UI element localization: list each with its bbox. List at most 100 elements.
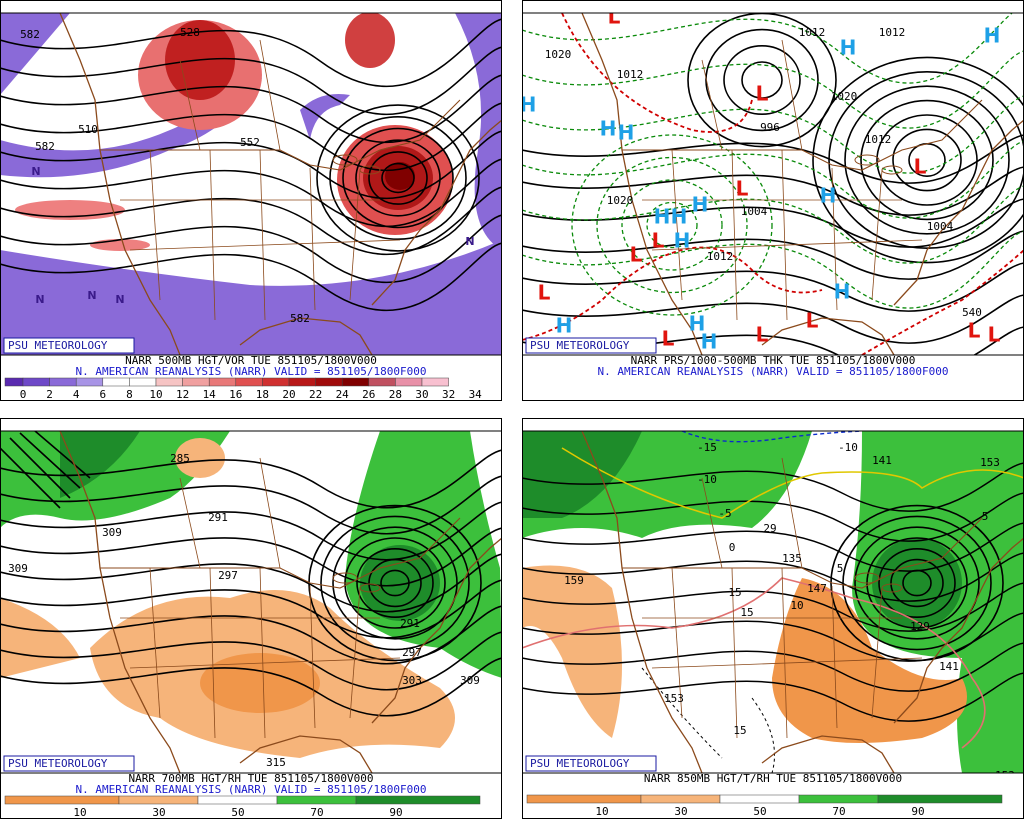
contour-line <box>854 526 980 640</box>
contour-line <box>332 526 458 640</box>
logo-box <box>3 337 135 354</box>
contour-label: 309 <box>460 674 480 687</box>
colorbar-swatch <box>22 377 50 387</box>
contour-label: 297 <box>218 569 238 582</box>
state-line <box>701 59 723 151</box>
contour-label: 540 <box>962 306 982 319</box>
colorbar-label: 22 <box>309 388 322 401</box>
contour-line <box>380 569 410 597</box>
colorbar-swatch <box>395 377 423 387</box>
contour-line <box>0 242 502 312</box>
coastline <box>581 431 703 773</box>
contour-line <box>844 85 1010 235</box>
panel-subtitle: N. AMERICAN REANALYSIS (NARR) VALID = 85… <box>76 365 427 378</box>
humidity-area <box>0 431 230 528</box>
coastline <box>893 537 1024 724</box>
contour-label: 303 <box>402 674 422 687</box>
contour-line <box>368 558 422 608</box>
state-line <box>671 567 683 719</box>
vorticity-area <box>0 70 262 178</box>
contour-label: 1012 <box>799 26 826 39</box>
panel-frame <box>0 0 502 401</box>
colorbar-swatch <box>421 377 449 387</box>
contour-label: 1012 <box>865 133 892 146</box>
contour-line <box>522 95 1024 174</box>
colorbar-label: 12 <box>176 388 189 401</box>
contour-line <box>0 431 91 509</box>
contour-line <box>892 128 962 192</box>
contour-label: -15 <box>697 441 717 454</box>
contour-line <box>320 515 470 651</box>
contour-line <box>0 18 502 88</box>
contour-line <box>0 553 502 613</box>
vorticity-area <box>0 240 502 355</box>
coastline <box>239 735 373 773</box>
humidity-area <box>522 565 622 738</box>
state-line <box>349 587 361 719</box>
contour-line <box>828 71 1024 249</box>
contour-line <box>0 130 502 200</box>
pressure-center: L <box>988 323 1001 347</box>
colorbar-swatch <box>262 377 290 387</box>
contour-label: 297 <box>402 646 422 659</box>
colorbar-label: 30 <box>152 806 165 819</box>
contour-label: 291 <box>208 511 228 524</box>
pressure-center: H <box>689 312 706 336</box>
pressure-center: H <box>600 117 617 141</box>
humidity-area <box>772 578 967 743</box>
contour-label: 309 <box>8 562 28 575</box>
colorbar-label: 70 <box>832 805 845 818</box>
contour-label: 153 <box>995 769 1015 782</box>
state-line <box>871 587 883 719</box>
pressure-center: H <box>671 205 688 229</box>
pressure-center: L <box>756 82 769 106</box>
colorbar-swatch <box>719 794 800 804</box>
colorbar-label: 2 <box>46 388 53 401</box>
pressure-center: L <box>806 309 819 333</box>
contour-line <box>522 642 1024 692</box>
colorbar-label: 10 <box>73 806 86 819</box>
contour-line <box>522 134 1024 184</box>
state-line <box>701 477 723 569</box>
logo-box <box>3 755 135 772</box>
colorbar-swatch <box>276 795 357 805</box>
coastline <box>371 119 502 306</box>
contour-line <box>890 558 944 608</box>
colorbar-swatch <box>49 377 77 387</box>
lake <box>854 572 880 584</box>
map-panel: 285 309 309 291 297 291 297 303 309 315 PSU METEOR… <box>0 418 502 819</box>
contour-line <box>571 134 773 316</box>
colorbar-label: 6 <box>99 388 106 401</box>
contour-line <box>0 501 502 561</box>
pressure-center: L <box>756 323 769 347</box>
colorbar-swatch <box>288 377 316 387</box>
colorbar-label: 50 <box>753 805 766 818</box>
contour-label: 582 <box>20 28 40 41</box>
state-line <box>731 149 738 321</box>
contour-line <box>0 158 502 228</box>
contour-line <box>522 230 1024 280</box>
contour-line <box>522 492 1024 542</box>
contour-line <box>522 552 1024 602</box>
contour-line <box>723 44 801 116</box>
contour-line <box>522 672 1024 722</box>
state-line <box>149 149 161 301</box>
coastline <box>761 317 895 355</box>
contour-line <box>876 114 978 206</box>
contour-label: 291 <box>400 617 420 630</box>
pressure-center: N <box>87 289 96 302</box>
colorbar-label: 30 <box>415 388 428 401</box>
pressure-center: H <box>692 193 709 217</box>
vorticity-area <box>455 13 502 250</box>
state-line <box>781 457 803 569</box>
logo: PSU METEOROLOGY <box>530 339 630 352</box>
colorbar-swatch <box>102 377 130 387</box>
contour-label: 309 <box>102 526 122 539</box>
colorbar-label: 14 <box>203 388 217 401</box>
colorbar-swatch <box>197 795 278 805</box>
contour-label: 147 <box>807 582 827 595</box>
contour-line <box>522 50 1024 129</box>
colorbar-swatch <box>368 377 396 387</box>
contour-line <box>741 61 783 99</box>
